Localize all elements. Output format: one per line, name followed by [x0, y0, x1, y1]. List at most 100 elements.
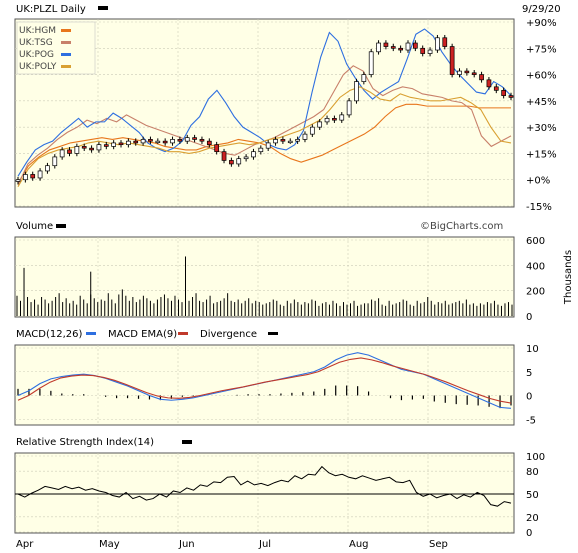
y-axis-label: +75%: [526, 44, 557, 55]
rsi-panel: 100 80 50 20 0 Relative Strength Index(14): [14, 437, 545, 539]
legend-label: UK:POLY: [19, 62, 57, 72]
y-axis-label: +0%: [526, 176, 550, 187]
line-uk-poly: [17, 86, 512, 187]
price-candle: [427, 47, 433, 57]
price-candle: [118, 140, 124, 148]
price-candle: [229, 157, 234, 167]
legend-swatch: [61, 41, 71, 44]
price-candle: [383, 40, 389, 50]
price-candle: [412, 40, 418, 52]
y-axis-label: 80: [526, 467, 539, 478]
y-axis-label: 50: [526, 490, 539, 501]
price-candle: [221, 148, 227, 164]
price-candle: [251, 148, 256, 160]
legend-swatch: [61, 29, 71, 32]
legend-swatch: [61, 53, 71, 56]
price-panel: +90% +75% +60% +45% +30% +15% +0% -15% UK:PLZL …: [14, 4, 561, 213]
y-axis-label: 0: [526, 312, 532, 323]
watermark: ©BigCharts.com: [420, 221, 503, 232]
legend-swatch: [61, 65, 71, 68]
x-axis-label: Apr: [16, 539, 34, 549]
volume-panel: 600 400 200 0 Volume ©BigCharts.com Thousan…: [14, 221, 574, 323]
y-axis-label: -5: [526, 415, 536, 426]
price-candle: [67, 147, 72, 157]
macd-gridlines: [15, 345, 514, 425]
price-candle: [162, 138, 168, 146]
price-candle: [420, 45, 426, 57]
price-axis-labels: +90% +75% +60% +45% +30% +15% +0% -15%: [526, 18, 557, 213]
price-candle: [177, 136, 183, 144]
macd-line-key: [86, 332, 96, 335]
x-axis-label: May: [99, 539, 120, 549]
y-axis-label: 0: [526, 392, 532, 403]
macd-divergence-title: Divergence: [200, 329, 257, 340]
volume-title: Volume: [16, 221, 53, 232]
macd-axis-labels: 10 5 0 -5: [526, 344, 539, 426]
price-candle: [435, 34, 440, 53]
y-axis-label: 5: [526, 368, 532, 379]
price-candle: [236, 155, 242, 167]
line-uk-hgm: [17, 103, 511, 184]
price-candle: [273, 136, 278, 146]
price-candle: [405, 40, 411, 53]
price-candle: [339, 112, 345, 123]
legend-box: [16, 21, 96, 75]
price-candle: [471, 70, 477, 78]
y-axis-label: 600: [526, 236, 545, 247]
comparison-lines: [17, 28, 512, 187]
volume-title-marker: [56, 224, 66, 228]
macd-panel-background: [14, 344, 515, 426]
volume-bars: [16, 256, 513, 316]
macd-ema-title: MACD EMA(9): [108, 329, 177, 340]
price-candle: [287, 138, 293, 144]
price-candle: [501, 87, 506, 99]
y-axis-label: 400: [526, 261, 545, 272]
header-date: 9/29/20: [522, 4, 561, 15]
y-axis-label: 10: [526, 344, 539, 355]
price-candle: [309, 124, 315, 137]
price-candle: [332, 115, 337, 123]
price-gridlines: [15, 19, 514, 207]
rsi-title: Relative Strength Index(14): [16, 437, 154, 448]
volume-unit-label: Thousands: [563, 250, 574, 305]
price-candle: [15, 176, 21, 185]
price-candle: [324, 115, 330, 125]
y-axis-label: 200: [526, 287, 545, 298]
macd-ema-line: [17, 357, 512, 404]
price-candle: [479, 71, 484, 83]
price-candle: [493, 84, 499, 94]
macd-panel: 10 5 0 -5 MACD(12,26) MACD EMA(9) Divergenc…: [14, 329, 539, 426]
price-candle: [243, 154, 249, 162]
x-axis-label: Jun: [178, 539, 195, 549]
price-candle: [390, 43, 396, 52]
price-candle: [280, 136, 286, 144]
rsi-panel-background: [14, 452, 515, 534]
y-axis-label: 0: [526, 528, 532, 539]
price-candle: [30, 171, 36, 181]
divergence-key: [268, 332, 278, 335]
y-axis-label: +45%: [526, 97, 557, 108]
price-candle: [140, 136, 146, 146]
rsi-title-marker: [182, 440, 192, 444]
price-candle: [96, 141, 102, 153]
price-candle: [398, 45, 403, 53]
price-candle: [170, 136, 175, 146]
price-candle: [126, 138, 131, 148]
price-candle: [206, 138, 212, 148]
y-axis-label: +15%: [526, 149, 557, 160]
price-candle: [368, 48, 374, 78]
y-axis-label: 20: [526, 513, 539, 524]
volume-gridlines: [15, 237, 514, 317]
legend-label: UK:POG: [19, 50, 54, 60]
price-candle: [74, 143, 80, 157]
price-candle: [354, 78, 359, 104]
y-axis-label: 100: [526, 452, 545, 463]
price-candle: [103, 141, 109, 150]
price-candle: [199, 136, 205, 144]
price-candle: [346, 98, 352, 118]
price-candle: [37, 168, 43, 181]
y-axis-label: +90%: [526, 18, 557, 29]
price-candle: [486, 77, 492, 90]
macd-divergence-bars: [17, 385, 512, 409]
